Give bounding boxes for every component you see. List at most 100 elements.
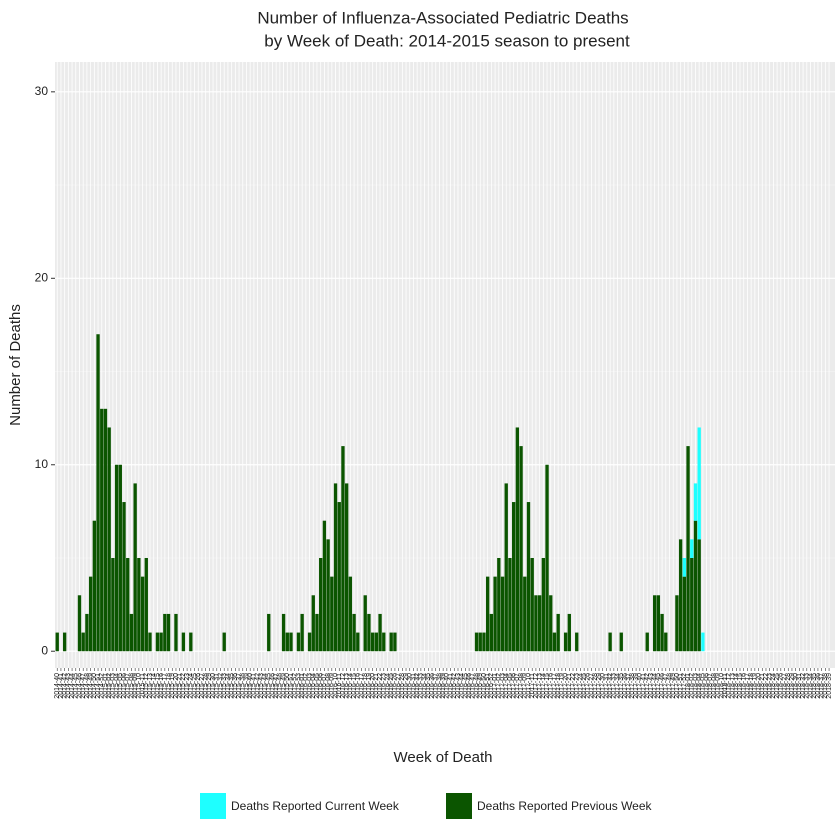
bar bbox=[474, 632, 479, 652]
x-tick-label: 2016-08 bbox=[325, 673, 332, 699]
x-tick-label: 2015-33 bbox=[221, 673, 228, 699]
bar bbox=[107, 427, 111, 652]
x-tick-label: 2015-22 bbox=[180, 673, 187, 699]
x-tick-label: 2017-16 bbox=[548, 673, 555, 699]
x-tick-label: 2015-26 bbox=[195, 673, 202, 699]
plot-background bbox=[55, 62, 835, 668]
bar bbox=[315, 613, 319, 652]
x-tick-label: 2016-11 bbox=[336, 673, 343, 698]
x-tick-label: 2015-14 bbox=[151, 673, 158, 699]
x-tick-label: 2015-19 bbox=[169, 673, 176, 699]
y-tick-label: 30 bbox=[35, 84, 49, 98]
bar bbox=[552, 632, 557, 652]
x-tick-label: 2015-04 bbox=[113, 673, 120, 699]
x-tick-label: 2018-14 bbox=[733, 673, 740, 699]
x-tick-label: 2014-48 bbox=[84, 673, 91, 699]
x-tick-label: 2017-34 bbox=[614, 673, 621, 699]
x-tick-label: 2017-20 bbox=[562, 673, 569, 699]
x-tick-label: 2018-09 bbox=[715, 673, 722, 699]
x-tick-label: 2015-07 bbox=[125, 673, 132, 699]
bar bbox=[545, 464, 549, 652]
x-tick-label: 2015-24 bbox=[188, 673, 195, 699]
bar bbox=[285, 632, 289, 652]
x-tick-label: 2015-48 bbox=[277, 673, 284, 699]
y-axis-label: Number of Deaths bbox=[7, 304, 24, 426]
x-tick-label: 2018-32 bbox=[800, 673, 807, 699]
x-tick-label: 2016-46 bbox=[466, 673, 473, 699]
bar bbox=[652, 595, 657, 652]
x-tick-label: 2014-43 bbox=[65, 673, 72, 699]
x-tick-label: 2017-43 bbox=[648, 673, 655, 699]
x-tick-label: 2018-30 bbox=[793, 673, 800, 699]
x-tick-label: 2016-28 bbox=[399, 673, 406, 699]
x-tick-label: 2017-42 bbox=[644, 673, 651, 699]
x-tick-label: 2016-23 bbox=[381, 673, 388, 699]
x-tick-label: 2017-21 bbox=[566, 673, 573, 699]
x-tick-label: 2017-29 bbox=[596, 673, 603, 699]
bar bbox=[693, 520, 698, 652]
x-tick-label: 2016-24 bbox=[384, 673, 391, 699]
x-tick-label: 2016-48 bbox=[473, 673, 480, 699]
chart-title: by Week of Death: 2014-2015 season to pr… bbox=[264, 31, 630, 50]
x-tick-label: 2018-12 bbox=[726, 673, 733, 699]
bar bbox=[693, 483, 698, 521]
bar bbox=[155, 632, 160, 652]
x-tick-label: 2015-37 bbox=[236, 673, 243, 699]
bar bbox=[174, 613, 178, 652]
bar bbox=[129, 613, 134, 652]
bar bbox=[296, 632, 301, 652]
x-tick-label: 2018-04 bbox=[696, 673, 703, 699]
x-tick-label: 2018-33 bbox=[804, 673, 811, 699]
x-tick-label: 2017-33 bbox=[611, 673, 618, 699]
bar bbox=[690, 539, 694, 558]
x-tick-label: 2015-35 bbox=[228, 673, 235, 699]
x-tick-label: 2016-41 bbox=[447, 673, 454, 699]
bar bbox=[393, 632, 397, 652]
x-tick-label: 2016-49 bbox=[477, 673, 484, 699]
bar bbox=[389, 632, 393, 652]
x-tick-label: 2016-20 bbox=[369, 673, 376, 699]
legend-swatch bbox=[200, 793, 226, 819]
x-tick-label: 2016-51 bbox=[485, 673, 492, 699]
x-tick-label: 2017-25 bbox=[581, 673, 588, 699]
bar bbox=[608, 632, 612, 652]
x-tick-label: 2016-01 bbox=[299, 673, 306, 699]
x-tick-label: 2016-34 bbox=[421, 673, 428, 699]
x-tick-label: 2015-01 bbox=[102, 673, 109, 699]
x-tick-label: 2018-31 bbox=[796, 673, 803, 699]
x-tick-label: 2018-17 bbox=[744, 673, 751, 699]
x-tick-label: 2016-52 bbox=[488, 673, 495, 699]
bar bbox=[133, 483, 137, 652]
x-tick-label: 2018-10 bbox=[718, 673, 725, 699]
x-tick-label: 2016-38 bbox=[436, 673, 443, 699]
x-tick-label: 2014-41 bbox=[58, 673, 65, 699]
x-tick-label: 2016-40 bbox=[444, 673, 451, 699]
bar bbox=[537, 595, 542, 652]
bar bbox=[660, 613, 664, 652]
x-tick-label: 2015-02 bbox=[106, 673, 113, 699]
x-tick-label: 2015-32 bbox=[217, 673, 224, 699]
x-tick-label: 2018-38 bbox=[822, 673, 829, 699]
bar bbox=[567, 613, 571, 652]
x-axis-label: Week of Death bbox=[394, 749, 493, 766]
bar bbox=[519, 446, 523, 652]
bar bbox=[686, 446, 690, 652]
x-tick-label: 2016-10 bbox=[332, 673, 339, 699]
bar bbox=[85, 613, 89, 652]
bar bbox=[656, 595, 661, 652]
bar bbox=[341, 446, 345, 652]
bar bbox=[311, 595, 315, 652]
y-tick-label: 10 bbox=[35, 457, 49, 471]
x-tick-label: 2018-11 bbox=[722, 673, 729, 698]
bar bbox=[489, 613, 494, 652]
bar bbox=[222, 632, 226, 652]
x-tick-label: 2018-24 bbox=[770, 673, 777, 699]
x-tick-label: 2015-18 bbox=[165, 673, 172, 699]
x-tick-label: 2015-09 bbox=[132, 673, 139, 699]
bar bbox=[478, 632, 482, 652]
x-tick-label: 2015-31 bbox=[214, 673, 221, 699]
x-tick-label: 2014-46 bbox=[76, 673, 83, 699]
x-tick-label: 2018-07 bbox=[707, 673, 714, 699]
legend-label: Deaths Reported Previous Week bbox=[477, 799, 653, 813]
